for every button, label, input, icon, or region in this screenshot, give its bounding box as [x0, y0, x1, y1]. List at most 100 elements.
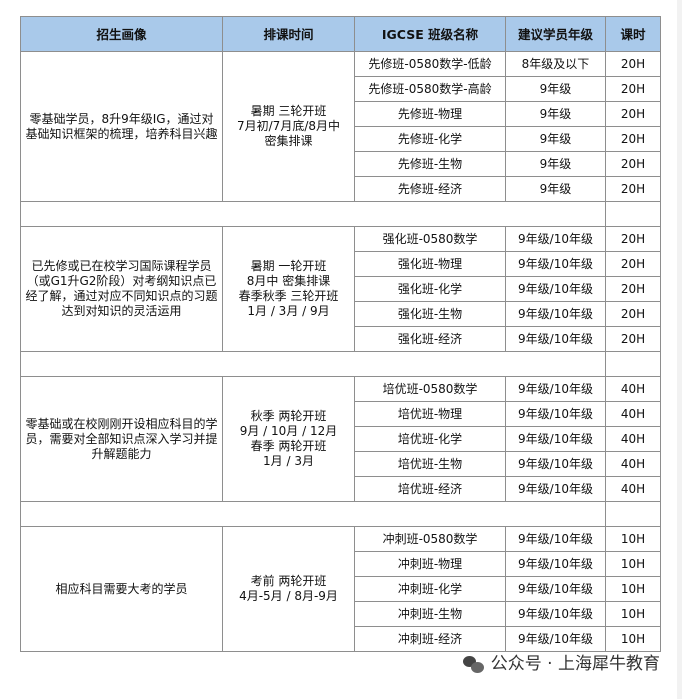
- table-row: 零基础或在校刚刚开设相应科目的学员，需要对全部知识点深入学习并提升解题能力 秋季 …: [20, 376, 661, 502]
- grade-cell: 9年级: [505, 76, 606, 102]
- hours-cell: 40H: [605, 451, 661, 477]
- grade-cell: 9年级/10年级: [505, 601, 606, 627]
- profile-cell: 零基础或在校刚刚开设相应科目的学员，需要对全部知识点深入学习并提升解题能力: [20, 376, 223, 502]
- hours-cell: 40H: [605, 376, 661, 402]
- class-name-cell: 先修班-0580数学-低龄: [354, 51, 506, 77]
- table-row: 先修班-0580数学-高龄 9年级 20H: [21, 76, 661, 102]
- table-row: 先修班-生物 9年级 20H: [21, 151, 661, 177]
- class-name-cell: 冲刺班-经济: [354, 626, 506, 652]
- class-name-cell: 冲刺班-0580数学: [354, 526, 506, 552]
- table-row: 已先修或已在校学习国际课程学员（或G1升G2阶段）对考纲知识点已经了解，通过对应…: [20, 226, 661, 352]
- schedule-text: 暑期 一轮开班 8月中 密集排课 春季秋季 三轮开班 1月 / 3月 / 9月: [238, 259, 339, 318]
- grade-cell: 9年级/10年级: [505, 451, 606, 477]
- profile-cell: 相应科目需要大考的学员: [20, 526, 223, 652]
- spacer-row: [20, 501, 661, 527]
- grade-cell: 9年级/10年级: [505, 476, 606, 502]
- class-name-cell: 先修班-生物: [354, 151, 506, 177]
- header-class-name: IGCSE 班级名称: [354, 16, 506, 52]
- grade-cell: 9年级/10年级: [505, 626, 606, 652]
- class-name-cell: 先修班-化学: [354, 126, 506, 152]
- watermark: 公众号 · 上海犀牛教育: [462, 654, 660, 674]
- grade-cell: 9年级/10年级: [505, 401, 606, 427]
- scrollbar-track[interactable]: [677, 0, 682, 699]
- hours-cell: 20H: [605, 326, 661, 352]
- class-name-cell: 冲刺班-化学: [354, 576, 506, 602]
- hours-cell: 10H: [605, 626, 661, 652]
- hours-cell: 20H: [605, 151, 661, 177]
- grade-cell: 9年级/10年级: [505, 526, 606, 552]
- header-schedule: 排课时间: [222, 16, 355, 52]
- hours-cell: 20H: [605, 51, 661, 77]
- spacer-cell: [20, 201, 606, 227]
- table-row: 冲刺班-经济 9年级/10年级 10H: [21, 626, 661, 652]
- table-row: 培优班-化学 9年级/10年级 40H: [21, 426, 661, 452]
- class-name-cell: 先修班-经济: [354, 176, 506, 202]
- hours-cell: 40H: [605, 401, 661, 427]
- schedule-cell: 暑期 三轮开班 7月初/7月底/8月中 密集排课: [222, 51, 355, 202]
- class-name-cell: 培优班-0580数学: [354, 376, 506, 402]
- grade-cell: 9年级: [505, 101, 606, 127]
- table-row: 先修班-经济 9年级 20H: [21, 176, 661, 202]
- wechat-icon: [462, 655, 485, 673]
- grade-cell: 9年级/10年级: [505, 376, 606, 402]
- hours-cell: 10H: [605, 576, 661, 602]
- hours-cell: 20H: [605, 101, 661, 127]
- table-row: 冲刺班-物理 9年级/10年级 10H: [21, 551, 661, 577]
- class-name-cell: 强化班-生物: [354, 301, 506, 327]
- class-name-cell: 培优班-化学: [354, 426, 506, 452]
- spacer-cell: [605, 201, 661, 227]
- hours-cell: 20H: [605, 126, 661, 152]
- table-row: 先修班-物理 9年级 20H: [21, 101, 661, 127]
- grade-cell: 9年级/10年级: [505, 301, 606, 327]
- class-name-cell: 培优班-物理: [354, 401, 506, 427]
- header-grade: 建议学员年级: [505, 16, 606, 52]
- profile-cell: 已先修或已在校学习国际课程学员（或G1升G2阶段）对考纲知识点已经了解，通过对应…: [20, 226, 223, 352]
- class-name-cell: 强化班-0580数学: [354, 226, 506, 252]
- schedule-cell: 暑期 一轮开班 8月中 密集排课 春季秋季 三轮开班 1月 / 3月 / 9月: [222, 226, 355, 352]
- class-name-cell: 冲刺班-物理: [354, 551, 506, 577]
- table-row: 强化班-生物 9年级/10年级 20H: [21, 301, 661, 327]
- grade-cell: 9年级/10年级: [505, 576, 606, 602]
- hours-cell: 10H: [605, 526, 661, 552]
- class-name-cell: 强化班-经济: [354, 326, 506, 352]
- hours-cell: 40H: [605, 426, 661, 452]
- spacer-cell: [20, 351, 606, 377]
- grade-cell: 9年级: [505, 176, 606, 202]
- table-body: 零基础学员，8升9年级IG，通过对基础知识框架的梳理，培养科目兴趣 暑期 三轮开班…: [20, 51, 661, 652]
- table-row: 强化班-化学 9年级/10年级 20H: [21, 276, 661, 302]
- table-row: 零基础学员，8升9年级IG，通过对基础知识框架的梳理，培养科目兴趣 暑期 三轮开班…: [20, 51, 661, 202]
- schedule-cell: 考前 两轮开班 4月-5月 / 8月-9月: [222, 526, 355, 652]
- profile-text: 相应科目需要大考的学员: [55, 581, 188, 596]
- class-name-cell: 先修班-0580数学-高龄: [354, 76, 506, 102]
- hours-cell: 20H: [605, 226, 661, 252]
- class-name-cell: 培优班-生物: [354, 451, 506, 477]
- hours-cell: 20H: [605, 76, 661, 102]
- profile-text: 零基础或在校刚刚开设相应科目的学员，需要对全部知识点深入学习并提升解题能力: [25, 416, 218, 461]
- grade-cell: 9年级/10年级: [505, 251, 606, 277]
- spacer-cell: [20, 501, 606, 527]
- class-name-cell: 冲刺班-生物: [354, 601, 506, 627]
- spacer-row: [20, 351, 661, 377]
- table-row: 强化班-经济 9年级/10年级 20H: [21, 326, 661, 352]
- hours-cell: 20H: [605, 301, 661, 327]
- schedule-text: 秋季 两轮开班 9月 / 10月 / 12月 春季 两轮开班 1月 / 3月: [239, 409, 338, 468]
- spacer-cell: [605, 351, 661, 377]
- class-name-cell: 强化班-化学: [354, 276, 506, 302]
- table-row: 培优班-物理 9年级/10年级 40H: [21, 401, 661, 427]
- class-name-cell: 强化班-物理: [354, 251, 506, 277]
- schedule-cell: 秋季 两轮开班 9月 / 10月 / 12月 春季 两轮开班 1月 / 3月: [222, 376, 355, 502]
- spacer-cell: [605, 501, 661, 527]
- hours-cell: 40H: [605, 476, 661, 502]
- profile-text: 已先修或已在校学习国际课程学员（或G1升G2阶段）对考纲知识点已经了解，通过对应…: [25, 259, 218, 318]
- class-name-cell: 培优班-经济: [354, 476, 506, 502]
- grade-cell: 8年级及以下: [505, 51, 606, 77]
- profile-text: 零基础学员，8升9年级IG，通过对基础知识框架的梳理，培养科目兴趣: [25, 111, 218, 141]
- hours-cell: 10H: [605, 551, 661, 577]
- grade-cell: 9年级/10年级: [505, 426, 606, 452]
- watermark-text: 公众号 · 上海犀牛教育: [490, 654, 660, 674]
- table-row: 相应科目需要大考的学员 考前 两轮开班 4月-5月 / 8月-9月 冲刺班-0580…: [20, 526, 661, 652]
- profile-cell: 零基础学员，8升9年级IG，通过对基础知识框架的梳理，培养科目兴趣: [20, 51, 223, 202]
- table-row: 强化班-物理 9年级/10年级 20H: [21, 251, 661, 277]
- table-row: 冲刺班-生物 9年级/10年级 10H: [21, 601, 661, 627]
- grade-cell: 9年级/10年级: [505, 226, 606, 252]
